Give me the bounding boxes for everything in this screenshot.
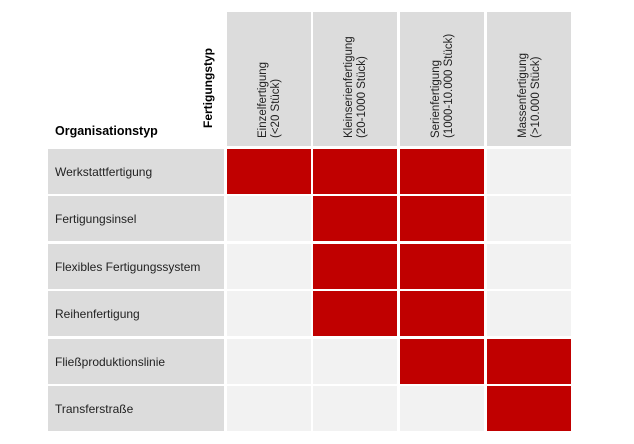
column-header-line2: (>10.000 Stück): [530, 56, 542, 138]
row-label: Reihenfertigung: [55, 306, 140, 321]
matrix-cell-inactive: [227, 244, 311, 289]
column-header-line1: Serienfertigung: [430, 60, 442, 138]
matrix-cell-inactive: [227, 386, 311, 431]
matrix-cell-active: [487, 386, 571, 431]
matrix-cell-active: [400, 244, 484, 289]
matrix-cell-active: [313, 244, 397, 289]
column-header-line1: Kleinserienfertigung: [343, 36, 355, 138]
column-header-line1: Massenfertigung: [517, 52, 529, 138]
row-header: Reihenfertigung: [48, 291, 224, 336]
column-header-line2: (20-1000 Stück): [356, 56, 368, 138]
matrix-cell-inactive: [227, 339, 311, 384]
column-header-massenfertigung: Massenfertigung (>10.000 Stück): [487, 12, 571, 146]
matrix-cell-active: [487, 339, 571, 384]
matrix-cell-inactive: [487, 244, 571, 289]
matrix-cell-active: [400, 196, 484, 241]
column-header-serienfertigung: Serienfertigung (1000-10.000 Stück): [400, 12, 484, 146]
column-header-line1: Einzelfertigung: [257, 61, 269, 138]
row-label: Transferstraße: [55, 401, 134, 416]
row-header: Fertigungsinsel: [48, 196, 224, 241]
matrix-cell-inactive: [313, 339, 397, 384]
matrix-cell-inactive: [400, 386, 484, 431]
matrix-cell-active: [400, 149, 484, 194]
matrix-cell-active: [313, 291, 397, 336]
column-header-kleinserienfertigung: Kleinserienfertigung (20-1000 Stück): [313, 12, 397, 146]
column-header-line2: (1000-10.000 Stück): [443, 33, 455, 138]
matrix-cell-inactive: [227, 291, 311, 336]
matrix-cell-inactive: [487, 291, 571, 336]
row-header: Flexibles Fertigungssystem: [48, 244, 224, 289]
row-label: Flexibles Fertigungssystem: [55, 259, 201, 274]
matrix-cell-inactive: [487, 149, 571, 194]
matrix-cell-inactive: [313, 386, 397, 431]
row-label: Werkstattfertigung: [55, 164, 153, 179]
row-label: Fließproduktionslinie: [55, 354, 166, 369]
column-header-line2: (<20 Stück): [270, 78, 282, 138]
row-label: Fertigungsinsel: [55, 211, 137, 226]
matrix-cell-active: [227, 149, 311, 194]
matrix-cell-inactive: [487, 196, 571, 241]
row-header: Transferstraße: [48, 386, 224, 431]
column-header-einzelfertigung: Einzelfertigung (<20 Stück): [227, 12, 311, 146]
matrix-cell-active: [400, 291, 484, 336]
matrix-cell-active: [400, 339, 484, 384]
row-header: Werkstattfertigung: [48, 149, 224, 194]
matrix-cell-inactive: [227, 196, 311, 241]
row-header: Fließproduktionslinie: [48, 339, 224, 384]
col-axis-label: Fertigungstyp: [201, 48, 215, 128]
matrix-cell-active: [313, 196, 397, 241]
row-axis-label: Organisationstyp: [55, 124, 158, 138]
matrix-cell-active: [313, 149, 397, 194]
